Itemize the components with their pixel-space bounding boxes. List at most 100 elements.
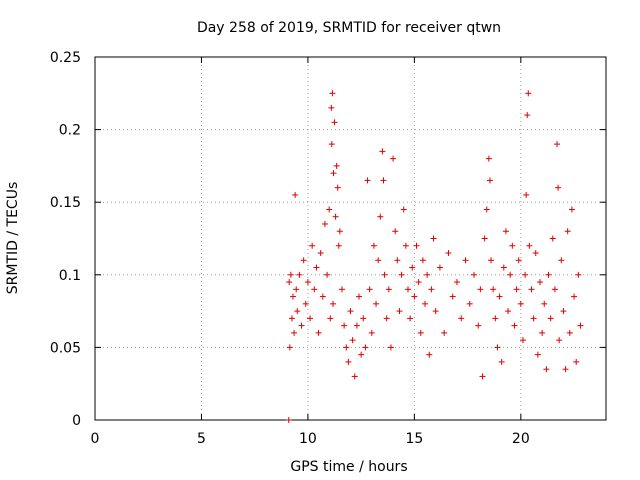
data-point xyxy=(541,300,548,307)
data-point xyxy=(383,315,390,322)
data-point xyxy=(294,308,301,315)
data-point xyxy=(396,308,403,315)
data-point xyxy=(415,279,422,286)
data-point xyxy=(398,271,405,278)
data-point xyxy=(317,250,324,257)
data-point xyxy=(368,329,375,336)
data-points xyxy=(285,90,584,423)
data-point xyxy=(515,257,522,264)
data-point xyxy=(513,286,520,293)
data-point xyxy=(370,242,377,249)
data-point xyxy=(462,257,469,264)
data-point xyxy=(449,293,456,300)
data-point xyxy=(555,184,562,191)
data-point xyxy=(575,271,582,278)
data-point xyxy=(479,373,486,380)
data-point xyxy=(285,417,292,423)
y-tick-label: 0.05 xyxy=(50,340,81,356)
data-point xyxy=(556,337,563,344)
data-point xyxy=(291,329,298,336)
data-point xyxy=(530,315,537,322)
data-point xyxy=(287,271,294,278)
data-point xyxy=(505,308,512,315)
data-point xyxy=(411,293,418,300)
data-point xyxy=(360,315,367,322)
data-point xyxy=(321,220,328,227)
data-point xyxy=(304,279,311,286)
data-point xyxy=(331,119,338,126)
data-point xyxy=(319,293,326,300)
y-tick-label: 0.2 xyxy=(59,123,81,139)
data-point xyxy=(534,351,541,358)
axis-ticks xyxy=(94,56,606,421)
data-point xyxy=(349,337,356,344)
data-point xyxy=(327,315,334,322)
data-point xyxy=(332,213,339,220)
data-point xyxy=(407,315,414,322)
data-point xyxy=(545,271,552,278)
data-point xyxy=(326,206,333,213)
data-point xyxy=(470,271,477,278)
data-point xyxy=(475,322,482,329)
data-point xyxy=(522,271,529,278)
data-point xyxy=(428,286,435,293)
data-point xyxy=(419,257,426,264)
chart-title: Day 258 of 2019, SRMTID for receiver qtw… xyxy=(197,20,501,36)
data-point xyxy=(492,315,499,322)
data-point xyxy=(293,286,300,293)
data-point xyxy=(353,322,360,329)
data-point xyxy=(417,329,424,336)
data-point xyxy=(347,308,354,315)
data-point xyxy=(577,322,584,329)
data-point xyxy=(483,206,490,213)
y-axis-label: SRMTID / TECUs xyxy=(5,182,21,295)
data-point xyxy=(466,300,473,307)
data-point xyxy=(485,155,492,162)
data-point xyxy=(488,257,495,264)
data-point xyxy=(333,162,340,169)
data-point xyxy=(375,257,382,264)
data-point xyxy=(338,286,345,293)
data-point xyxy=(528,286,535,293)
data-point xyxy=(494,344,501,351)
y-tick-label: 0.25 xyxy=(50,50,81,66)
data-point xyxy=(573,358,580,365)
data-point xyxy=(430,235,437,242)
data-point xyxy=(477,286,484,293)
x-axis-label: GPS time / hours xyxy=(290,459,407,475)
data-point xyxy=(432,308,439,315)
data-point xyxy=(296,271,303,278)
data-point xyxy=(381,271,388,278)
data-point xyxy=(564,228,571,235)
data-point xyxy=(358,351,365,358)
data-point xyxy=(424,271,431,278)
data-point xyxy=(532,250,539,257)
data-point xyxy=(335,242,342,249)
data-point xyxy=(309,242,316,249)
data-point xyxy=(543,366,550,373)
data-point xyxy=(422,300,429,307)
data-point xyxy=(524,112,531,119)
data-point xyxy=(379,148,386,155)
x-tick-label: 15 xyxy=(405,431,423,447)
data-point xyxy=(500,264,507,271)
data-point xyxy=(547,315,554,322)
data-point xyxy=(441,329,448,336)
data-point xyxy=(558,257,565,264)
data-point xyxy=(328,104,335,111)
grid-lines xyxy=(95,57,606,420)
data-point xyxy=(413,242,420,249)
data-point xyxy=(394,257,401,264)
data-point xyxy=(525,90,532,97)
data-point xyxy=(330,170,337,177)
x-tick-label: 0 xyxy=(91,431,100,447)
x-tick-label: 10 xyxy=(299,431,317,447)
data-point xyxy=(390,155,397,162)
data-point xyxy=(498,358,505,365)
data-point xyxy=(400,206,407,213)
data-point xyxy=(298,322,305,329)
data-point xyxy=(526,242,533,249)
data-point xyxy=(549,235,556,242)
data-point xyxy=(328,141,335,148)
